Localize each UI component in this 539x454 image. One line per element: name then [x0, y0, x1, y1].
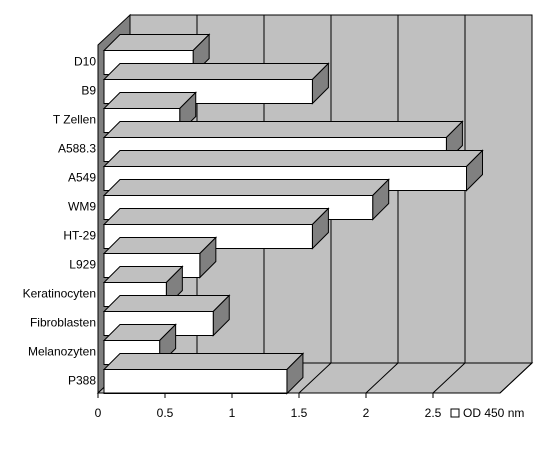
x-tick-label: 2 — [363, 406, 370, 420]
category-label: T Zellen — [53, 113, 96, 127]
bar-top — [102, 353, 305, 370]
category-label: A588.3 — [58, 142, 96, 156]
category-label: WM9 — [68, 200, 96, 214]
x-axis: 0 0.5 1 1.5 2 2.5 — [95, 392, 500, 420]
bar-top — [102, 208, 330, 225]
bar-top — [102, 63, 330, 80]
legend-swatch — [450, 408, 460, 418]
floor-gridline — [298, 362, 332, 394]
category-label: D10 — [74, 55, 96, 69]
bar-top — [102, 34, 211, 51]
x-tick-label: 1.5 — [291, 406, 308, 420]
category-label: A549 — [68, 171, 96, 185]
bar-top — [102, 237, 218, 254]
category-label: HT-29 — [63, 229, 96, 243]
x-tick-label: 2.5 — [425, 406, 442, 420]
category-label: P388 — [68, 374, 96, 388]
floor-gridline — [432, 362, 466, 394]
category-label: L929 — [69, 258, 96, 272]
bar-face — [103, 369, 288, 394]
legend-label: OD 450 nm — [463, 406, 524, 420]
category-label: Melanozyten — [28, 345, 96, 359]
bar-top — [102, 121, 464, 138]
bar — [102, 149, 484, 192]
x-tick-label: 1 — [229, 406, 236, 420]
floor-gridline — [365, 362, 399, 394]
bar-top — [102, 295, 231, 312]
bar-top — [102, 179, 390, 196]
x-tick-label: 0 — [95, 406, 102, 420]
category-label: B9 — [81, 84, 96, 98]
category-label: Fibroblasten — [30, 316, 96, 330]
legend: OD 450 nm — [450, 406, 524, 420]
bars — [102, 33, 484, 395]
bar-top — [102, 150, 484, 167]
x-tick-label: 0.5 — [157, 406, 174, 420]
category-labels: D10 B9 T Zellen A588.3 A549 WM9 HT-29 L929 Kerat… — [23, 55, 97, 388]
bar — [102, 352, 305, 395]
bar — [102, 236, 218, 279]
category-label: Keratinocyten — [23, 287, 96, 301]
floor-gridline — [499, 362, 533, 394]
